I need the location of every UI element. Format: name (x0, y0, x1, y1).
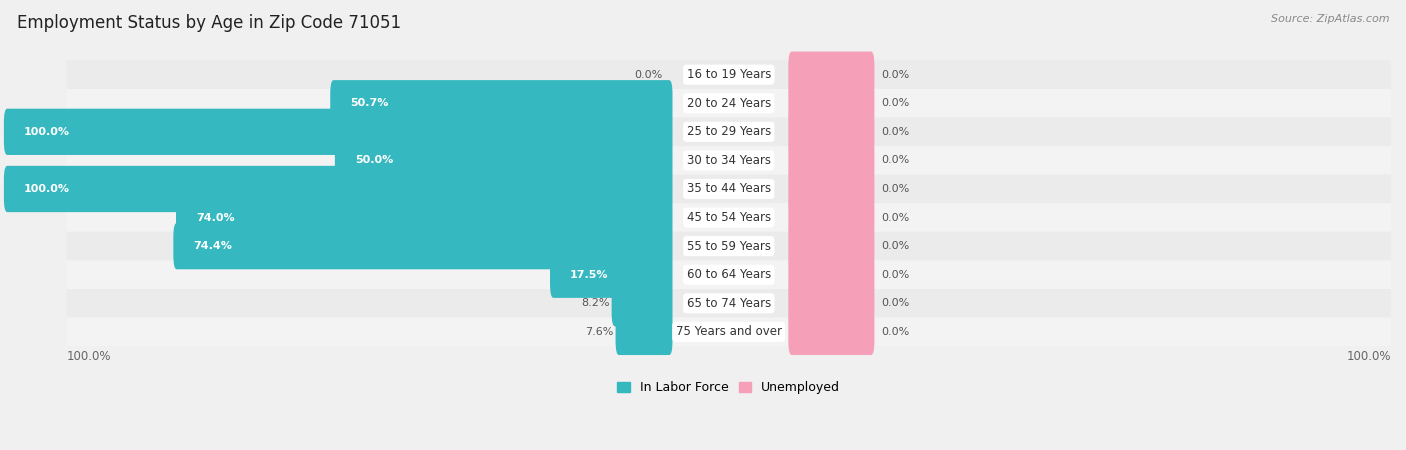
Text: 100.0%: 100.0% (1347, 350, 1391, 363)
Text: 74.4%: 74.4% (193, 241, 232, 251)
FancyBboxPatch shape (789, 194, 875, 241)
FancyBboxPatch shape (550, 252, 672, 298)
Text: 0.0%: 0.0% (882, 270, 910, 280)
Text: 35 to 44 Years: 35 to 44 Years (686, 183, 770, 195)
FancyBboxPatch shape (789, 223, 875, 269)
FancyBboxPatch shape (173, 223, 672, 269)
Text: 50.7%: 50.7% (350, 98, 388, 108)
Text: 65 to 74 Years: 65 to 74 Years (686, 297, 770, 310)
Text: 17.5%: 17.5% (569, 270, 609, 280)
Text: 74.0%: 74.0% (195, 212, 235, 223)
FancyBboxPatch shape (335, 137, 672, 184)
FancyBboxPatch shape (330, 80, 672, 126)
FancyBboxPatch shape (66, 232, 1391, 261)
Legend: In Labor Force, Unemployed: In Labor Force, Unemployed (613, 376, 845, 399)
FancyBboxPatch shape (66, 203, 1391, 232)
Text: Employment Status by Age in Zip Code 71051: Employment Status by Age in Zip Code 710… (17, 14, 401, 32)
Text: 0.0%: 0.0% (882, 127, 910, 137)
Text: 0.0%: 0.0% (882, 327, 910, 337)
Text: 0.0%: 0.0% (634, 70, 662, 80)
Text: 100.0%: 100.0% (24, 127, 70, 137)
Text: 16 to 19 Years: 16 to 19 Years (686, 68, 770, 81)
FancyBboxPatch shape (66, 261, 1391, 289)
FancyBboxPatch shape (66, 146, 1391, 175)
Text: 7.6%: 7.6% (585, 327, 613, 337)
Text: 8.2%: 8.2% (581, 298, 610, 308)
FancyBboxPatch shape (66, 117, 1391, 146)
Text: 0.0%: 0.0% (882, 241, 910, 251)
FancyBboxPatch shape (66, 89, 1391, 117)
Text: 50.0%: 50.0% (354, 155, 394, 166)
Text: 20 to 24 Years: 20 to 24 Years (686, 97, 770, 110)
Text: 100.0%: 100.0% (66, 350, 111, 363)
Text: 0.0%: 0.0% (882, 70, 910, 80)
FancyBboxPatch shape (789, 252, 875, 298)
Text: 0.0%: 0.0% (882, 212, 910, 223)
FancyBboxPatch shape (789, 51, 875, 98)
Text: 30 to 34 Years: 30 to 34 Years (686, 154, 770, 167)
FancyBboxPatch shape (789, 280, 875, 326)
FancyBboxPatch shape (66, 175, 1391, 203)
Text: 60 to 64 Years: 60 to 64 Years (686, 268, 770, 281)
Text: 0.0%: 0.0% (882, 155, 910, 166)
FancyBboxPatch shape (66, 318, 1391, 346)
Text: 0.0%: 0.0% (882, 98, 910, 108)
FancyBboxPatch shape (66, 60, 1391, 89)
FancyBboxPatch shape (789, 137, 875, 184)
FancyBboxPatch shape (4, 109, 672, 155)
FancyBboxPatch shape (4, 166, 672, 212)
FancyBboxPatch shape (616, 309, 672, 355)
FancyBboxPatch shape (789, 80, 875, 126)
Text: 0.0%: 0.0% (882, 298, 910, 308)
FancyBboxPatch shape (789, 166, 875, 212)
Text: 75 Years and over: 75 Years and over (676, 325, 782, 338)
FancyBboxPatch shape (612, 280, 672, 326)
FancyBboxPatch shape (176, 194, 672, 241)
FancyBboxPatch shape (789, 109, 875, 155)
Text: 55 to 59 Years: 55 to 59 Years (686, 240, 770, 252)
Text: 100.0%: 100.0% (24, 184, 70, 194)
FancyBboxPatch shape (66, 289, 1391, 318)
Text: 0.0%: 0.0% (882, 184, 910, 194)
Text: 25 to 29 Years: 25 to 29 Years (686, 126, 770, 138)
FancyBboxPatch shape (789, 309, 875, 355)
Text: Source: ZipAtlas.com: Source: ZipAtlas.com (1271, 14, 1389, 23)
Text: 45 to 54 Years: 45 to 54 Years (686, 211, 770, 224)
